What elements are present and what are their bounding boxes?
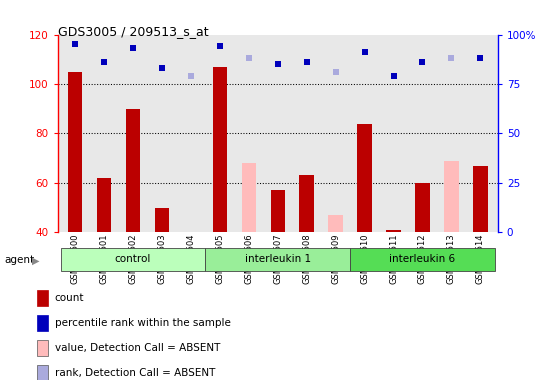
Bar (205, 248, 350, 271)
Text: rank, Detection Call = ABSENT: rank, Detection Call = ABSENT (55, 368, 215, 378)
Bar (358, 124, 372, 232)
Text: control: control (115, 254, 151, 264)
Bar (386, 230, 401, 232)
Text: GDS3005 / 209513_s_at: GDS3005 / 209513_s_at (58, 25, 208, 38)
Bar (37, 365, 48, 381)
Text: count: count (55, 293, 84, 303)
Text: value, Detection Call = ABSENT: value, Detection Call = ABSENT (55, 343, 220, 353)
Bar (444, 161, 459, 232)
Bar (241, 163, 256, 232)
Bar (37, 315, 48, 331)
Bar (68, 72, 82, 232)
Bar (60, 248, 205, 271)
Bar (271, 190, 285, 232)
Bar (350, 248, 495, 271)
Bar (37, 290, 48, 306)
Text: agent: agent (4, 255, 35, 265)
Text: percentile rank within the sample: percentile rank within the sample (55, 318, 230, 328)
Bar (155, 208, 169, 232)
Text: ▶: ▶ (32, 255, 40, 265)
Bar (473, 166, 488, 232)
Bar (299, 175, 314, 232)
Bar (37, 340, 48, 356)
Bar (126, 109, 140, 232)
Bar (415, 183, 430, 232)
Bar (328, 215, 343, 232)
Text: interleukin 1: interleukin 1 (245, 254, 311, 264)
Text: interleukin 6: interleukin 6 (389, 254, 455, 264)
Bar (213, 67, 227, 232)
Bar (97, 178, 111, 232)
